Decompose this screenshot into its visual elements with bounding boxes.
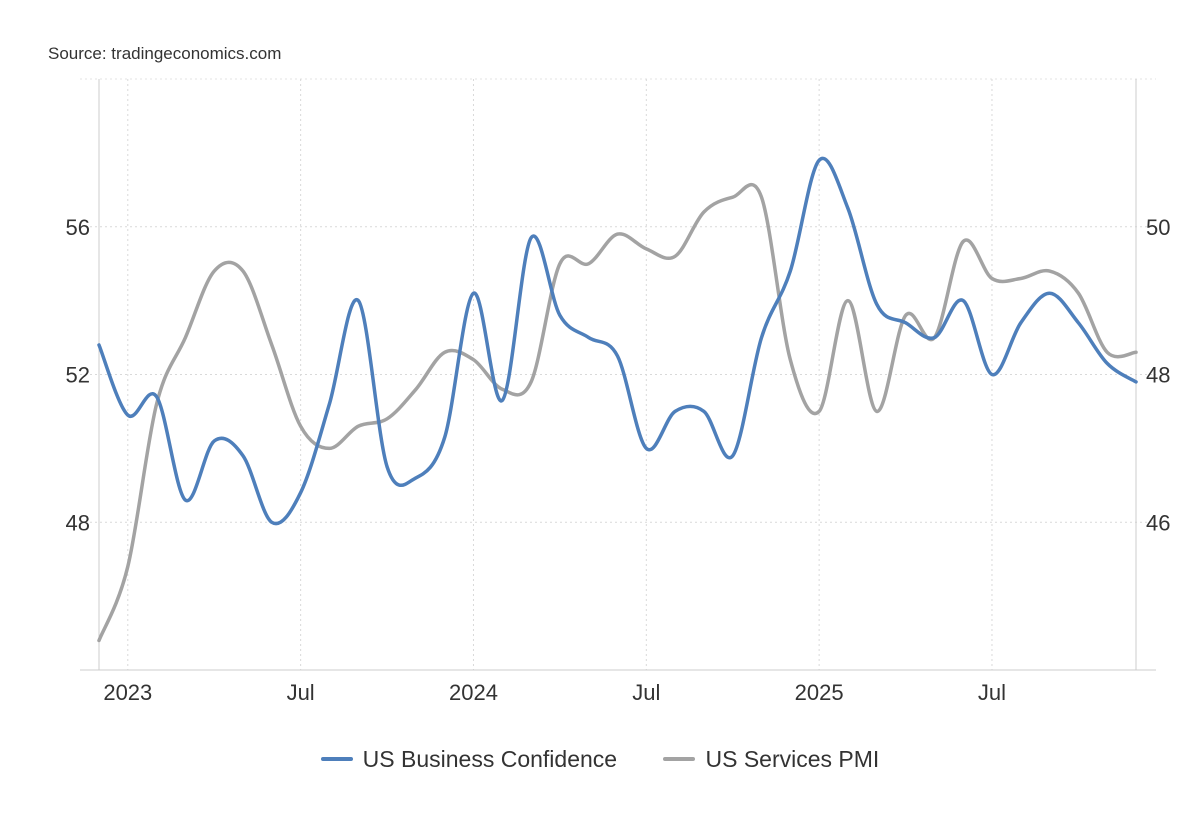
y-left-tick-label: 48 [66,510,90,535]
legend-item-services-pmi[interactable]: US Services PMI [663,746,879,773]
series-line-business-confidence [97,156,1138,526]
plot-frame [80,79,1156,671]
x-tick-label: 2024 [449,680,498,705]
y-left-tick-label: 56 [66,215,90,240]
series-layer [97,156,1138,643]
source-note: Source: tradingeconomics.com [48,44,282,63]
x-tick-label: Jul [978,680,1006,705]
left-axis: 48 52 56 [66,215,90,536]
y-right-tick-label: 50 [1146,215,1170,240]
legend-label: US Business Confidence [362,745,618,772]
x-tick-label: 2025 [795,680,844,705]
x-tick-label: 2023 [103,680,152,705]
x-axis: 2023 Jul 2024 Jul 2025 Jul [103,680,1006,705]
y-right-tick-label: 48 [1146,363,1170,388]
series-line-services-pmi [97,182,1138,643]
legend-label: US Services PMI [705,745,880,772]
y-left-tick-label: 52 [66,363,90,388]
legend: US Business Confidence US Services PMI [0,740,1200,773]
x-tick-label: Jul [632,680,660,705]
legend-swatch [663,757,696,761]
right-axis: 46 48 50 [1146,215,1170,536]
x-tick-label: Jul [287,680,315,705]
line-chart: 48 52 56 46 48 50 2023 Jul 2024 Jul 2025 Jul [66,78,1170,705]
y-right-tick-label: 46 [1146,510,1170,535]
legend-item-business-confidence[interactable]: US Business Confidence [320,745,618,773]
legend-swatch [320,757,353,761]
